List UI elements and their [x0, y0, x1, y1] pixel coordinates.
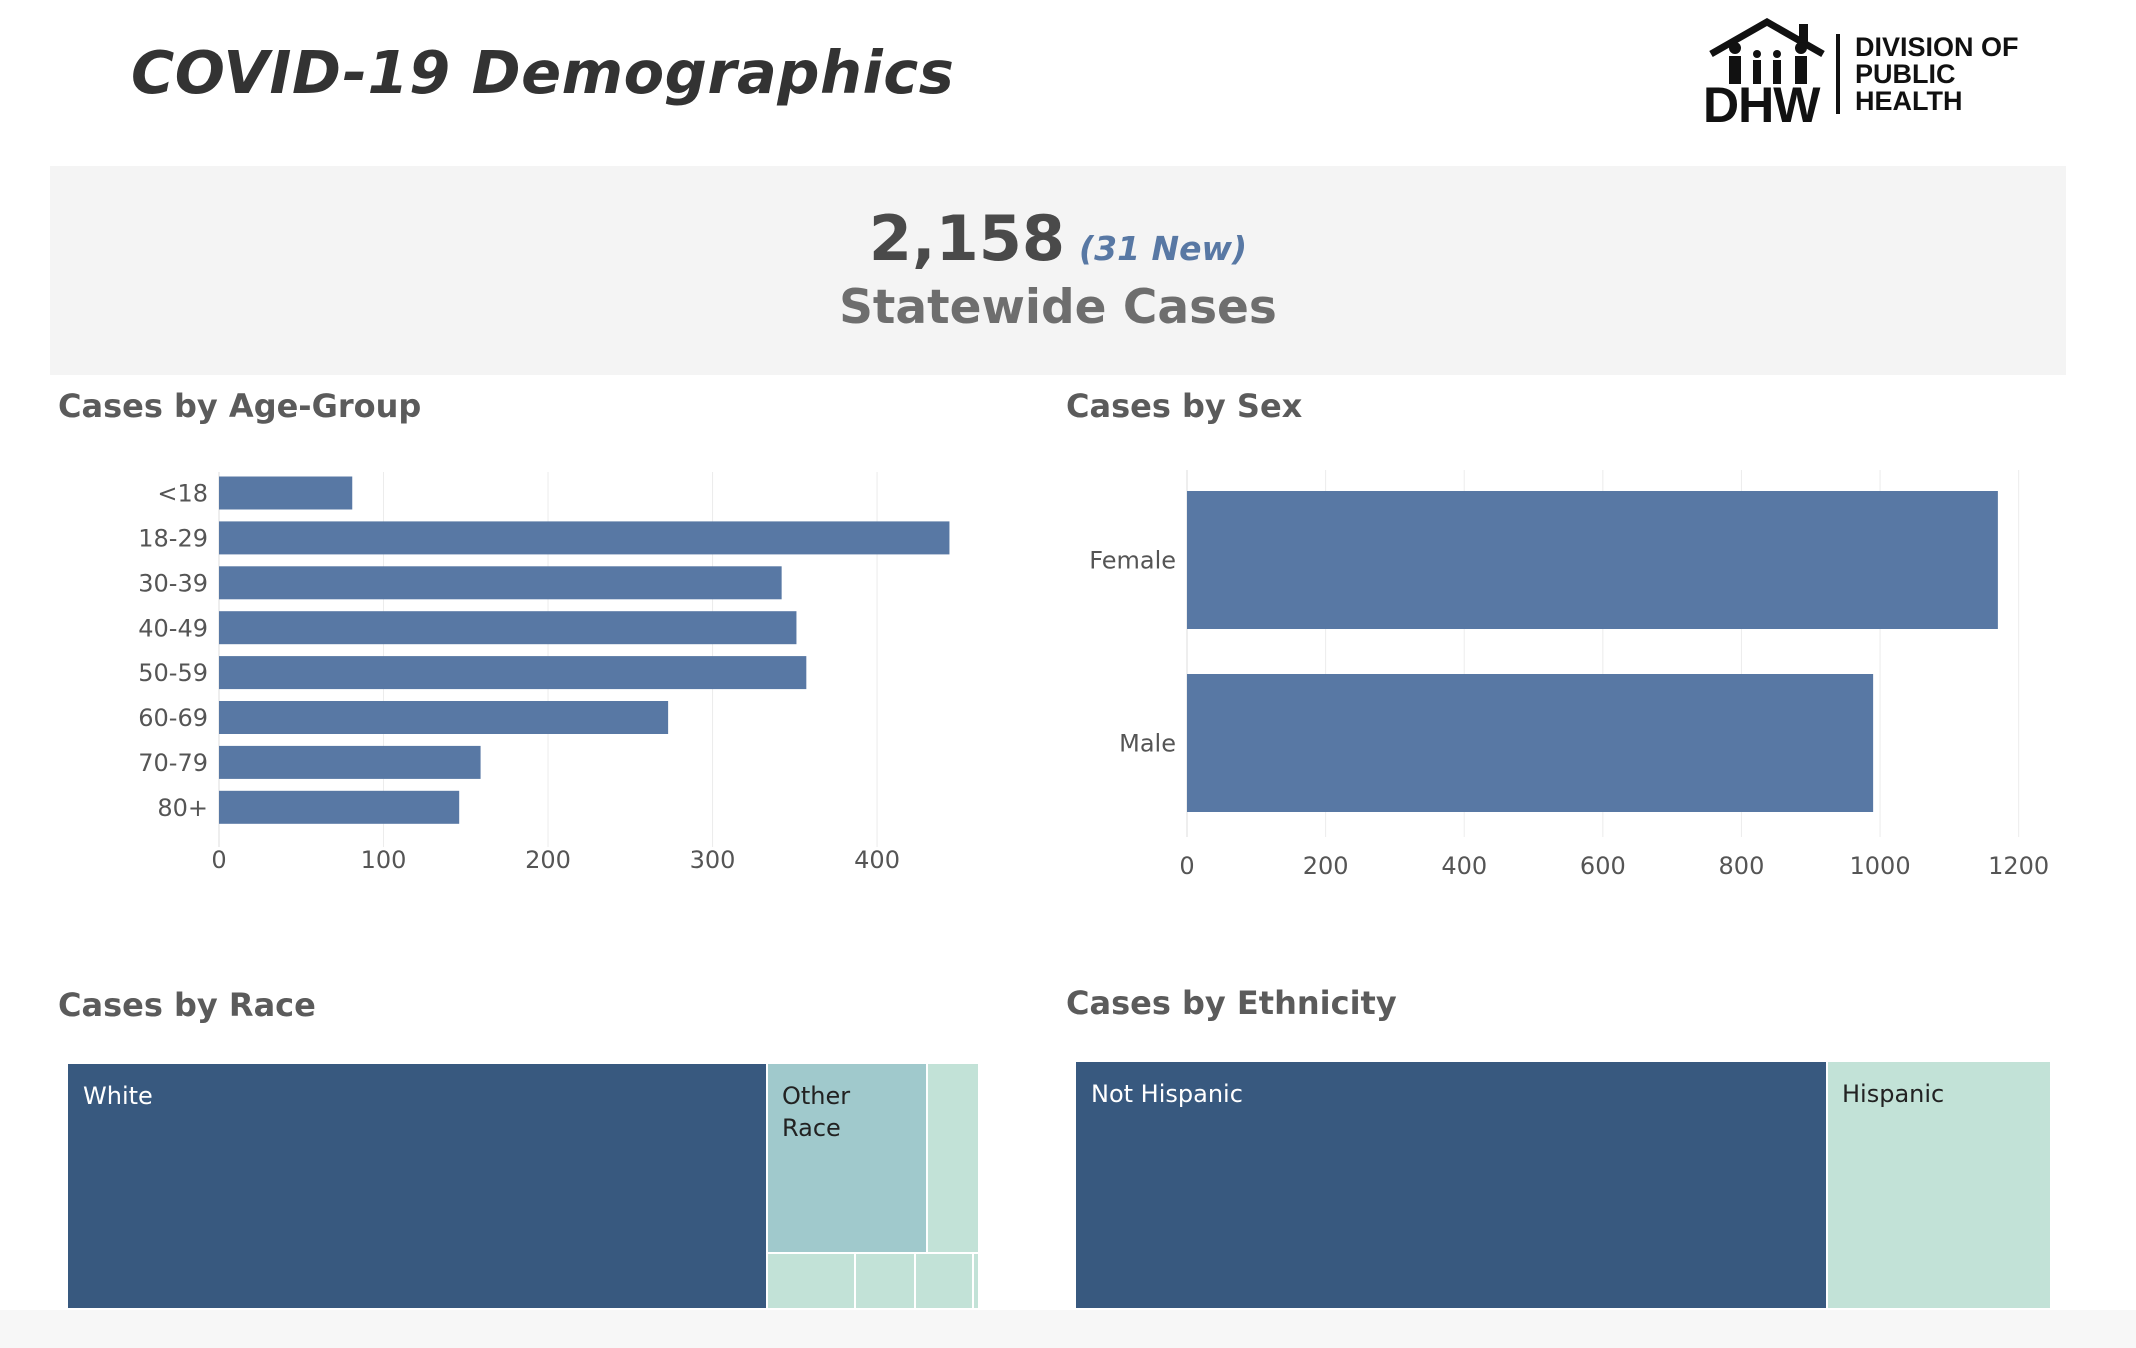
race-tile — [768, 1064, 926, 1252]
sex-x-tick-label: 1200 — [1988, 852, 2049, 880]
age-bar — [219, 790, 460, 824]
age-category-label: 40-49 — [138, 614, 208, 642]
age-category-label: <18 — [157, 480, 208, 508]
sex-x-tick-label: 400 — [1441, 852, 1487, 880]
sex-x-tick-label: 0 — [1179, 852, 1194, 880]
race-tile — [856, 1254, 914, 1308]
logo-divider — [1836, 34, 1840, 114]
logo-line-2: PUBLIC — [1855, 59, 1956, 89]
new-case-count: (31 New) — [1079, 229, 1248, 268]
race-tile — [68, 1064, 766, 1308]
sex-x-tick-label: 600 — [1580, 852, 1626, 880]
summary-count-line: 2,158 (31 New) — [50, 202, 2066, 275]
race-chart-title: Cases by Race — [58, 986, 316, 1024]
family-house-icon — [1709, 18, 1825, 84]
page-title: COVID-19 Demographics — [131, 38, 955, 107]
logo-text: DIVISION OF PUBLIC HEALTH — [1855, 34, 2019, 115]
ethnicity-tile — [1828, 1062, 2050, 1308]
sex-category-label: Male — [1119, 730, 1176, 758]
age-category-label: 30-39 — [138, 569, 208, 597]
age-x-tick-label: 0 — [211, 846, 226, 874]
race-tile-label: Race — [782, 1114, 841, 1142]
age-bar — [219, 745, 481, 779]
dhw-logo: DHW DIVISION OF PUBLIC HEALTH — [1703, 18, 2025, 138]
ethnicity-tile-label: Hispanic — [1842, 1080, 1944, 1108]
sex-bar — [1187, 491, 1998, 629]
race-tile — [974, 1254, 978, 1308]
sex-bar — [1187, 674, 1874, 812]
race-tile — [916, 1254, 972, 1308]
age-category-label: 70-79 — [138, 749, 208, 777]
logo-mark: DHW — [1703, 77, 1820, 133]
age-x-tick-label: 400 — [854, 846, 900, 874]
age-x-tick-label: 300 — [690, 846, 736, 874]
race-tile — [928, 1064, 978, 1252]
age-category-label: 18-29 — [138, 525, 208, 553]
footer-band — [0, 1310, 2136, 1348]
sex-x-tick-label: 200 — [1303, 852, 1349, 880]
sex-x-tick-label: 1000 — [1850, 852, 1911, 880]
logo-line-3: HEALTH — [1855, 86, 1963, 116]
case-count: 2,158 — [868, 202, 1066, 275]
age-x-tick-label: 200 — [525, 846, 571, 874]
age-category-label: 80+ — [157, 794, 208, 822]
age-bar — [219, 656, 807, 690]
age-x-tick-label: 100 — [361, 846, 407, 874]
age-bar — [219, 701, 669, 734]
race-tile — [768, 1254, 854, 1308]
age-bar — [219, 566, 782, 600]
ethnicity-tile — [1076, 1062, 1826, 1308]
age-category-label: 60-69 — [138, 704, 208, 732]
logo-line-1: DIVISION OF — [1855, 32, 2019, 62]
age-bar — [219, 521, 950, 555]
race-tile-label: White — [83, 1082, 153, 1110]
summary-label: Statewide Cases — [839, 280, 1277, 335]
age-chart-title: Cases by Age-Group — [58, 387, 422, 425]
sex-chart-title: Cases by Sex — [1066, 387, 1303, 425]
age-bar — [219, 611, 797, 645]
sex-x-tick-label: 800 — [1719, 852, 1765, 880]
race-tile-label: Other — [782, 1082, 850, 1110]
sex-category-label: Female — [1089, 547, 1176, 575]
ethnicity-tile-label: Not Hispanic — [1091, 1080, 1243, 1108]
ethnicity-chart-title: Cases by Ethnicity — [1066, 984, 1397, 1022]
statewide-summary: 2,158 (31 New) Statewide Cases — [50, 166, 2066, 375]
age-category-label: 50-59 — [138, 659, 208, 687]
age-bar — [219, 476, 353, 510]
